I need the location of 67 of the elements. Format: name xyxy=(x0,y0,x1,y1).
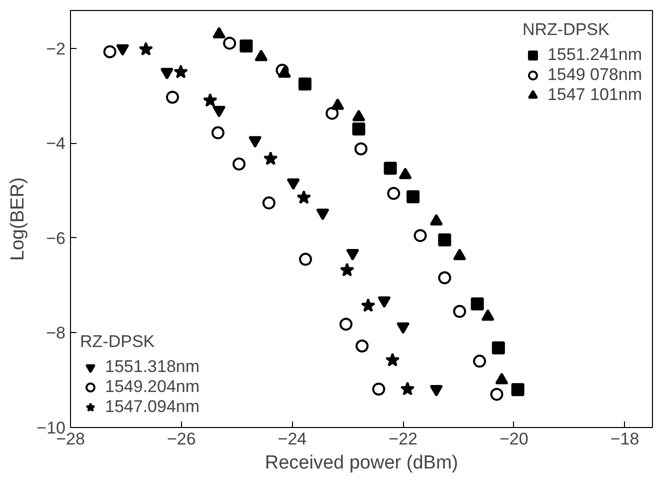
point xyxy=(296,190,312,204)
point xyxy=(278,66,291,78)
point xyxy=(481,309,494,321)
point xyxy=(352,110,366,122)
x-tick-label: −24 xyxy=(278,430,307,448)
point xyxy=(232,158,246,171)
point xyxy=(166,90,179,104)
legend-label: 1549.204nm xyxy=(105,377,200,397)
point xyxy=(492,341,505,354)
x-tick-label: −18 xyxy=(610,430,640,448)
point xyxy=(103,45,116,58)
point xyxy=(473,354,486,368)
y-tick-label: −8 xyxy=(46,324,66,343)
point xyxy=(339,318,352,331)
point xyxy=(430,384,443,396)
point xyxy=(276,64,289,77)
point xyxy=(438,271,452,284)
point xyxy=(414,229,427,242)
point xyxy=(212,26,226,38)
legend-label: 1547 101nm xyxy=(547,85,642,105)
x-tick-label: −26 xyxy=(166,430,196,448)
point xyxy=(240,40,253,53)
point xyxy=(387,186,400,200)
point xyxy=(263,151,278,166)
point xyxy=(495,372,508,384)
point xyxy=(430,214,443,226)
annotation: NRZ-DPSK xyxy=(522,20,610,40)
point xyxy=(400,382,415,396)
point xyxy=(511,383,524,396)
point xyxy=(211,126,224,140)
point xyxy=(438,233,452,246)
point xyxy=(299,252,312,266)
point xyxy=(326,106,339,120)
legend-label: 1549 078nm xyxy=(547,65,642,85)
point xyxy=(352,122,366,136)
point xyxy=(406,190,420,204)
x-axis-title: Received power (dBm) xyxy=(264,452,458,474)
y-tick-label: −4 xyxy=(46,134,66,154)
x-tick-label: −22 xyxy=(388,430,418,448)
point xyxy=(138,42,154,56)
x-tick-label: −20 xyxy=(500,430,528,448)
point xyxy=(360,298,376,312)
legend-label: 1551.241nm xyxy=(547,45,642,65)
point xyxy=(254,50,268,62)
point xyxy=(385,352,400,366)
legend-label: 1551.318nm xyxy=(105,357,200,377)
point xyxy=(354,142,368,156)
point xyxy=(203,93,218,107)
point xyxy=(453,248,466,260)
point xyxy=(453,304,466,318)
point xyxy=(470,297,484,310)
point xyxy=(398,168,412,180)
point xyxy=(356,340,369,352)
point xyxy=(490,388,504,401)
annotation: RZ-DPSK xyxy=(80,332,156,352)
point xyxy=(298,77,312,90)
point xyxy=(340,262,354,276)
y-axis-title: Log(BER) xyxy=(8,177,29,261)
y-tick-label: −2 xyxy=(46,39,66,58)
point xyxy=(384,162,397,175)
y-tick-label: −6 xyxy=(46,228,66,248)
point xyxy=(223,36,236,50)
point xyxy=(331,98,344,110)
point xyxy=(174,64,188,78)
point xyxy=(262,196,276,210)
point xyxy=(372,382,386,396)
legend-label: 1547.094nm xyxy=(105,397,200,417)
